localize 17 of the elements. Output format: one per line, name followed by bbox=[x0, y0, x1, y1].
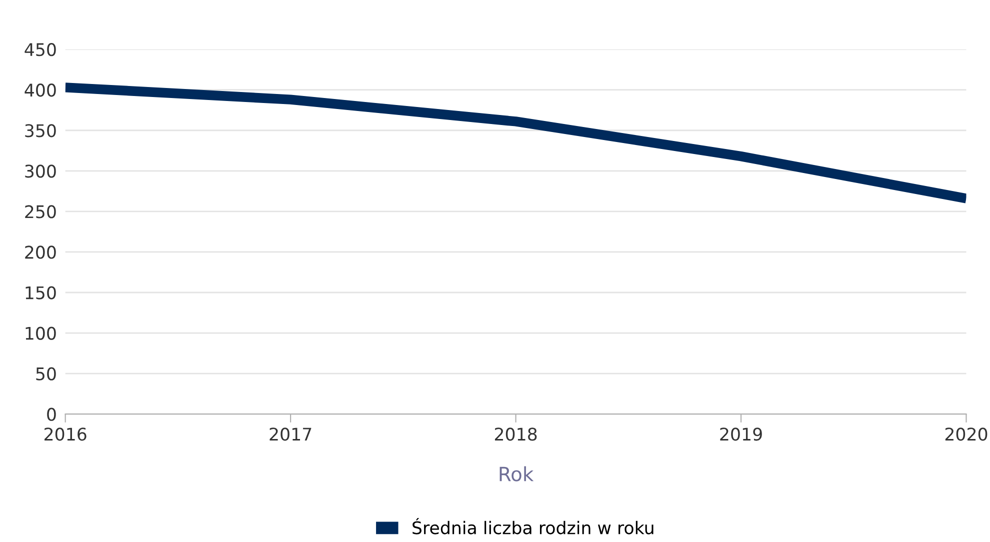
x-axis-title: Rok bbox=[500, 466, 534, 482]
y-tick-label: 250 bbox=[25, 205, 56, 218]
y-tick-label: 200 bbox=[25, 246, 56, 259]
x-tick-label: 2016 bbox=[44, 428, 86, 441]
y-tick-label: 100 bbox=[26, 326, 56, 340]
legend-label: Średnia liczba rodzin w roku bbox=[412, 518, 654, 534]
y-tick-label: 400 bbox=[24, 84, 56, 97]
x-tick-label: 2019 bbox=[720, 428, 762, 441]
x-tick-label: 2017 bbox=[270, 428, 312, 441]
y-tick-label: 350 bbox=[25, 124, 56, 138]
x-tick-label: 2018 bbox=[494, 428, 537, 441]
y-tick-label: 300 bbox=[25, 164, 56, 178]
y-tick-label: 0 bbox=[47, 408, 56, 421]
x-tick-label: 2020 bbox=[945, 428, 988, 441]
y-tick-label: 50 bbox=[36, 367, 56, 380]
y-tick-label: 450 bbox=[24, 43, 56, 56]
y-tick-label: 150 bbox=[26, 286, 56, 300]
